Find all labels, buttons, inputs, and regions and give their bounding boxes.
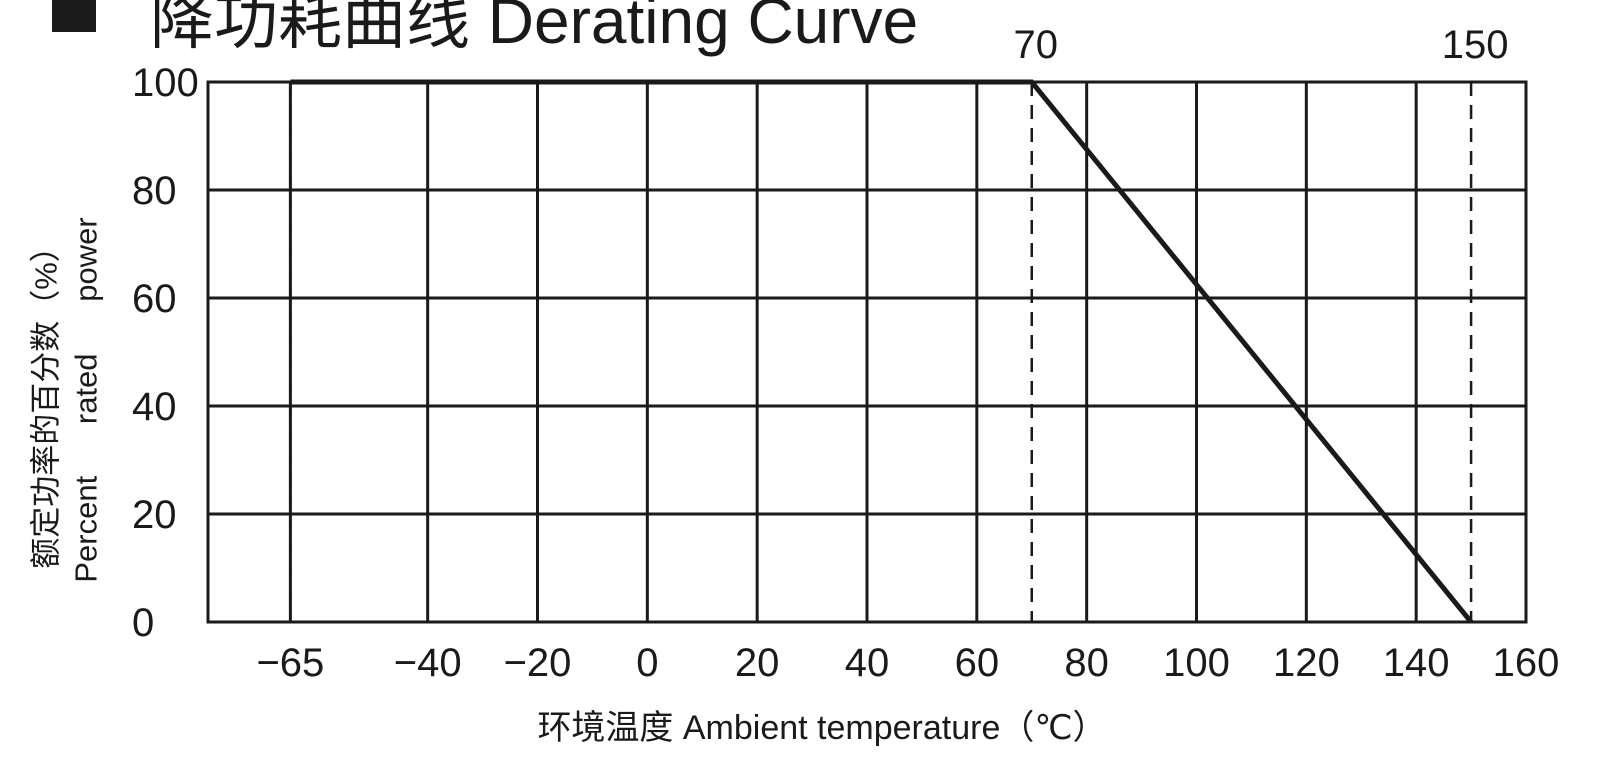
x-tick-label: 140 bbox=[1383, 641, 1450, 685]
derating-curve-line bbox=[290, 79, 1474, 624]
y-tick-label: 60 bbox=[132, 277, 177, 321]
y-axis-label: 额定功率的百分数（%） Percent rated power bbox=[26, 217, 105, 582]
x-axis-label: 环境温度 Ambient temperature（℃） bbox=[537, 709, 1107, 747]
title-bullet bbox=[52, 0, 96, 32]
y-tick-label: 80 bbox=[132, 169, 177, 213]
x-tick-label: −40 bbox=[394, 641, 462, 685]
y-tick-label: 20 bbox=[132, 493, 177, 537]
chart-title: 降功耗曲线 Derating Curve bbox=[150, 0, 919, 57]
x-tick-label: 20 bbox=[735, 641, 780, 685]
annotation-label: 150 bbox=[1442, 23, 1509, 67]
y-axis-label-cn: 额定功率的百分数（%） bbox=[28, 231, 64, 569]
annotation-label: 70 bbox=[1014, 23, 1059, 67]
x-tick-label: 80 bbox=[1064, 641, 1109, 685]
x-tick-label: 160 bbox=[1493, 641, 1560, 685]
x-tick-label: 100 bbox=[1163, 641, 1230, 685]
x-tick-label: −20 bbox=[504, 641, 572, 685]
y-tick-label: 0 bbox=[132, 601, 154, 645]
x-tick-label: 0 bbox=[636, 641, 658, 685]
y-tick-label: 40 bbox=[132, 385, 177, 429]
x-tick-label: 40 bbox=[845, 641, 890, 685]
x-tick-label: 120 bbox=[1273, 641, 1340, 685]
y-tick-label: 100 bbox=[132, 61, 199, 105]
x-tick-label: 60 bbox=[955, 641, 1000, 685]
y-axis-label-en: Percent rated power bbox=[68, 217, 103, 583]
x-tick-label: −65 bbox=[256, 641, 324, 685]
